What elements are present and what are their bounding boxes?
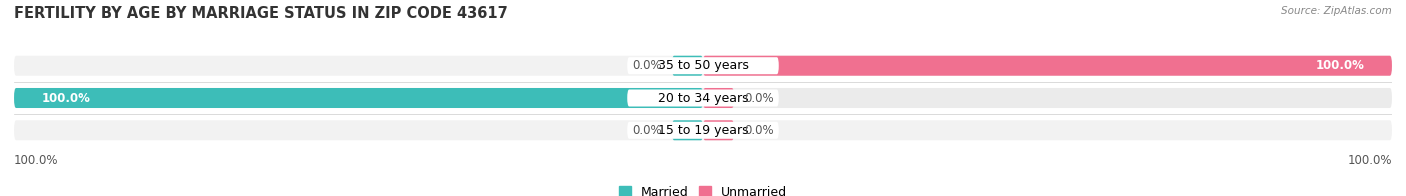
FancyBboxPatch shape	[14, 120, 1392, 140]
FancyBboxPatch shape	[627, 57, 779, 74]
Text: 100.0%: 100.0%	[1347, 154, 1392, 168]
Text: 20 to 34 years: 20 to 34 years	[658, 92, 748, 104]
FancyBboxPatch shape	[627, 122, 779, 139]
Text: 100.0%: 100.0%	[1316, 59, 1364, 72]
Text: 100.0%: 100.0%	[42, 92, 90, 104]
FancyBboxPatch shape	[627, 90, 779, 106]
Text: FERTILITY BY AGE BY MARRIAGE STATUS IN ZIP CODE 43617: FERTILITY BY AGE BY MARRIAGE STATUS IN Z…	[14, 6, 508, 21]
Text: Source: ZipAtlas.com: Source: ZipAtlas.com	[1281, 6, 1392, 16]
FancyBboxPatch shape	[14, 88, 1392, 108]
FancyBboxPatch shape	[672, 56, 703, 76]
Text: 0.0%: 0.0%	[633, 59, 662, 72]
Text: 0.0%: 0.0%	[633, 124, 662, 137]
FancyBboxPatch shape	[703, 120, 734, 140]
Text: 100.0%: 100.0%	[14, 154, 59, 168]
Text: 35 to 50 years: 35 to 50 years	[658, 59, 748, 72]
FancyBboxPatch shape	[14, 88, 703, 108]
FancyBboxPatch shape	[703, 88, 734, 108]
FancyBboxPatch shape	[703, 56, 1392, 76]
Text: 0.0%: 0.0%	[744, 124, 773, 137]
Text: 0.0%: 0.0%	[744, 92, 773, 104]
FancyBboxPatch shape	[672, 120, 703, 140]
FancyBboxPatch shape	[14, 56, 1392, 76]
Legend: Married, Unmarried: Married, Unmarried	[613, 181, 793, 196]
Text: 15 to 19 years: 15 to 19 years	[658, 124, 748, 137]
